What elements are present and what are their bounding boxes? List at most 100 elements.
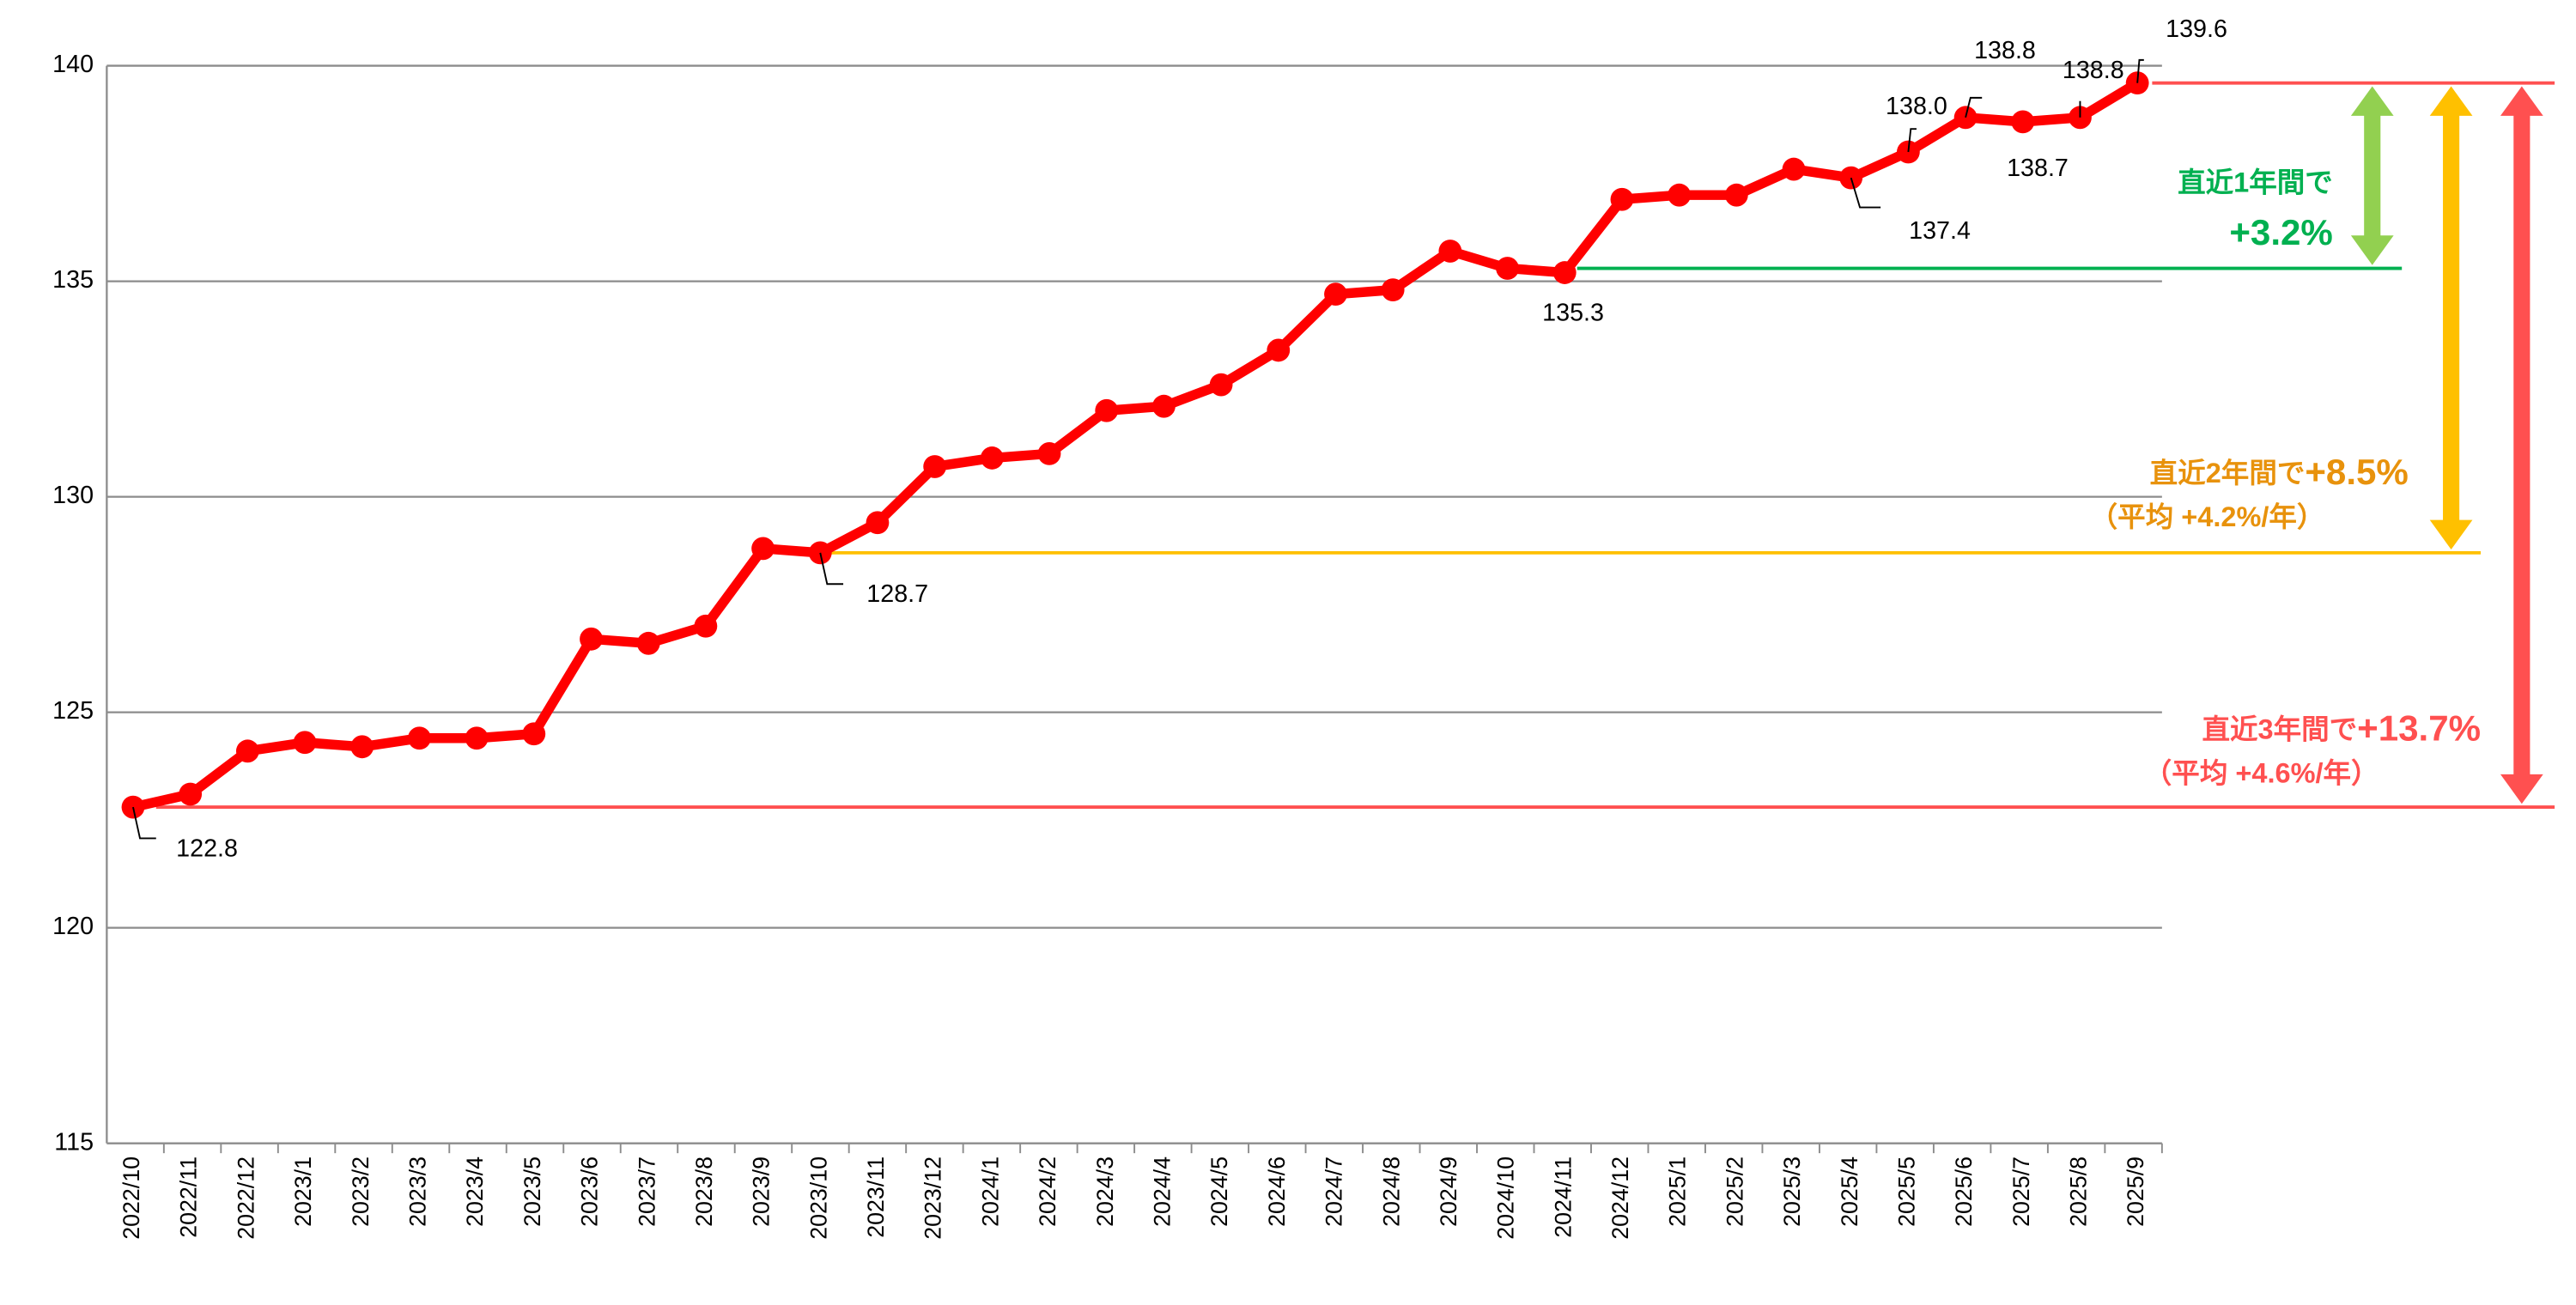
leader-line bbox=[132, 806, 156, 840]
data-point bbox=[235, 739, 259, 763]
x-tick-label: 2023/3 bbox=[405, 1156, 431, 1227]
x-tick-label: 2023/10 bbox=[805, 1156, 831, 1240]
leader-line bbox=[819, 552, 844, 586]
data-label: 139.6 bbox=[2166, 15, 2227, 43]
annotation-text: 直近3年間で bbox=[2202, 713, 2357, 744]
x-tick-label: 2022/11 bbox=[176, 1156, 202, 1238]
data-point bbox=[1324, 282, 1347, 307]
data-point bbox=[522, 722, 546, 746]
data-point bbox=[923, 455, 947, 478]
data-point bbox=[1438, 240, 1462, 263]
y-tick-label: 115 bbox=[54, 1128, 94, 1156]
data-point bbox=[350, 735, 374, 759]
data-point bbox=[1552, 261, 1577, 284]
x-tick-label: 2024/11 bbox=[1550, 1156, 1576, 1238]
x-tick-label: 2025/9 bbox=[2123, 1156, 2148, 1227]
leader-line bbox=[1907, 128, 1917, 153]
data-point bbox=[751, 537, 775, 561]
data-point bbox=[980, 446, 1004, 470]
annotation-note: （平均 +4.2%/年） bbox=[2090, 501, 2325, 532]
data-point bbox=[1496, 257, 1519, 280]
annotation-note: （平均 +4.6%/年） bbox=[2144, 758, 2379, 789]
annotation-change: +8.5% bbox=[2305, 452, 2408, 492]
data-point bbox=[179, 782, 203, 806]
x-tick-label: 2024/5 bbox=[1206, 1156, 1232, 1227]
data-label: 138.0 bbox=[1886, 93, 1947, 120]
y-tick-label: 140 bbox=[52, 51, 94, 78]
data-point bbox=[1152, 394, 1176, 418]
x-tick-label: 2025/1 bbox=[1665, 1156, 1691, 1227]
data-point bbox=[1782, 157, 1806, 181]
data-point bbox=[580, 627, 603, 651]
x-tick-label: 2024/8 bbox=[1378, 1156, 1404, 1227]
data-point bbox=[408, 726, 431, 750]
x-tick-label: 2025/8 bbox=[2066, 1156, 2092, 1227]
y-tick-label: 130 bbox=[52, 482, 94, 509]
leader-line bbox=[1850, 177, 1881, 209]
x-tick-label: 2022/12 bbox=[233, 1156, 258, 1240]
data-point bbox=[694, 614, 718, 638]
x-tick-label: 2024/3 bbox=[1092, 1156, 1118, 1227]
x-tick-label: 2025/2 bbox=[1722, 1156, 1747, 1227]
data-label: 122.8 bbox=[176, 835, 238, 862]
leader-line bbox=[1965, 96, 1983, 118]
data-point bbox=[866, 511, 890, 535]
x-tick-label: 2023/5 bbox=[519, 1156, 545, 1227]
y-tick-label: 120 bbox=[52, 913, 94, 940]
y-tick-label: 125 bbox=[52, 697, 94, 725]
x-tick-label: 2023/9 bbox=[749, 1156, 775, 1227]
x-tick-label: 2025/6 bbox=[1951, 1156, 1977, 1227]
one-year-arrow bbox=[2350, 86, 2394, 265]
x-tick-label: 2024/2 bbox=[1035, 1156, 1060, 1227]
x-tick-label: 2023/1 bbox=[290, 1156, 316, 1227]
x-tick-label: 2023/7 bbox=[634, 1156, 659, 1227]
x-tick-label: 2023/2 bbox=[348, 1156, 374, 1227]
x-tick-label: 2023/12 bbox=[920, 1156, 946, 1240]
data-label: 135.3 bbox=[1542, 300, 1604, 327]
x-tick-label: 2023/6 bbox=[577, 1156, 603, 1227]
annotation-text: 直近2年間で bbox=[2150, 458, 2306, 489]
x-tick-label: 2025/7 bbox=[2008, 1156, 2034, 1227]
x-tick-label: 2024/10 bbox=[1493, 1156, 1519, 1240]
series-line bbox=[131, 78, 2141, 812]
data-label: 138.7 bbox=[2007, 155, 2069, 182]
data-label: 138.8 bbox=[1974, 37, 2036, 64]
data-point bbox=[1095, 398, 1119, 422]
x-tick-label: 2025/4 bbox=[1837, 1156, 1862, 1227]
x-tick-label: 2023/11 bbox=[863, 1156, 889, 1238]
data-point bbox=[1610, 187, 1634, 211]
two-year-arrow bbox=[2429, 86, 2473, 550]
data-point bbox=[1668, 183, 1692, 207]
data-point bbox=[1724, 183, 1748, 207]
x-tick-label: 2023/8 bbox=[691, 1156, 717, 1227]
data-point bbox=[1037, 442, 1061, 465]
annotation-change: +13.7% bbox=[2357, 708, 2481, 749]
data-label: 137.4 bbox=[1909, 217, 1971, 245]
x-tick-label: 2024/4 bbox=[1149, 1156, 1175, 1227]
x-tick-label: 2023/4 bbox=[462, 1156, 488, 1227]
data-point bbox=[1209, 373, 1233, 397]
leader-line bbox=[2136, 58, 2144, 83]
x-tick-label: 2025/5 bbox=[1893, 1156, 1919, 1227]
annotation: 直近3年間で+13.7% bbox=[2202, 708, 2481, 749]
annotation: 直近1年間で bbox=[2178, 167, 2333, 197]
data-point bbox=[2011, 110, 2035, 134]
annotation-text: 直近1年間で bbox=[2178, 167, 2333, 197]
three-year-arrow bbox=[2500, 86, 2543, 804]
x-tick-label: 2024/7 bbox=[1321, 1156, 1347, 1227]
x-tick-label: 2024/1 bbox=[977, 1156, 1003, 1227]
annotation-change: +3.2% bbox=[2229, 212, 2332, 252]
data-point bbox=[1267, 338, 1291, 362]
data-label: 128.7 bbox=[866, 580, 928, 608]
x-tick-label: 2022/10 bbox=[118, 1156, 144, 1240]
data-point bbox=[293, 731, 317, 755]
x-tick-label: 2024/6 bbox=[1264, 1156, 1290, 1227]
data-label: 138.8 bbox=[2063, 57, 2124, 84]
annotation: 直近2年間で+8.5% bbox=[2150, 452, 2409, 492]
data-point bbox=[636, 631, 660, 655]
data-point bbox=[465, 726, 489, 750]
y-tick-label: 135 bbox=[52, 266, 94, 294]
x-tick-label: 2025/3 bbox=[1779, 1156, 1805, 1227]
